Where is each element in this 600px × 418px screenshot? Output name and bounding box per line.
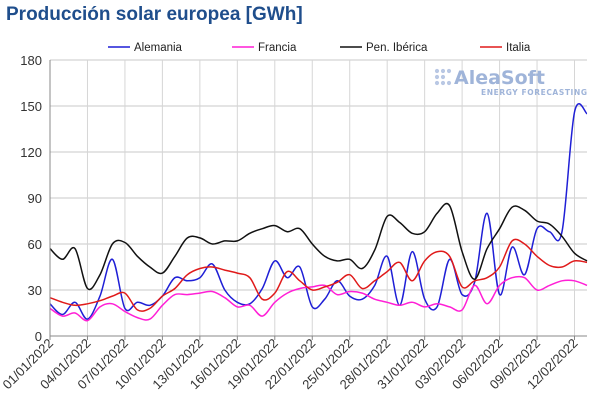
y-tick-label: 30 — [28, 283, 42, 298]
y-tick-label: 120 — [20, 145, 42, 160]
legend-item: Pen. Ibérica — [340, 42, 428, 54]
aleasoft-logo: AleaSoft ENERGY FORECASTING — [434, 67, 588, 97]
legend-label: Francia — [258, 42, 297, 54]
logo-tagline: ENERGY FORECASTING — [481, 88, 588, 97]
series-line-alemania — [49, 103, 588, 320]
legend-item: Alemania — [108, 42, 183, 54]
y-tick-label: 60 — [28, 237, 42, 252]
legend-label: Italia — [506, 42, 531, 54]
y-tick-label: 0 — [35, 329, 42, 344]
series-line-francia — [49, 275, 588, 322]
legend-label: Pen. Ibérica — [366, 42, 428, 54]
legend-label: Alemania — [134, 42, 183, 54]
y-tick-label: 180 — [20, 53, 42, 68]
logo-mark-icon — [434, 68, 452, 86]
y-tick-label: 90 — [28, 191, 42, 206]
logo-name: AleaSoft — [454, 67, 545, 89]
legend-item: Francia — [232, 42, 297, 54]
series-line-pen-ib-rica — [49, 202, 588, 291]
data-series — [49, 103, 588, 322]
legend-item: Italia — [480, 42, 531, 54]
y-tick-label: 150 — [20, 99, 42, 114]
axes: 030609012015018001/01/202204/01/202207/0… — [0, 53, 587, 392]
series-line-italia — [49, 238, 588, 312]
chart-title: Producción solar europea [GWh] — [6, 4, 303, 25]
gridlines — [49, 59, 587, 337]
legend: Alemania Francia Pen. Ibérica Italia — [108, 42, 531, 54]
